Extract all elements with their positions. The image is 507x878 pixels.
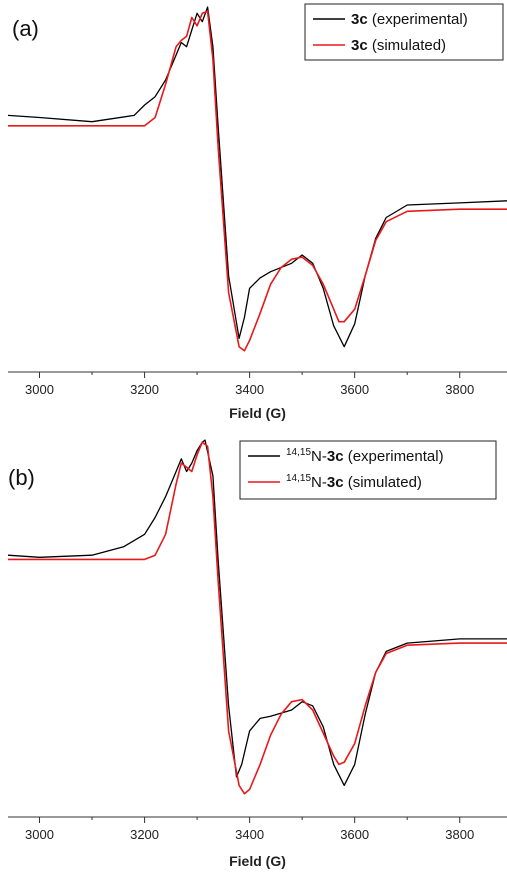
x-tick-label: 3600	[340, 382, 369, 397]
chart-panel-1: 3000 3200 3400 3600 3800 Field (G) (a) 3c (expe…	[7, 3, 507, 421]
legend: 3c (experimental) 3c (simulated)	[304, 3, 504, 61]
legend-entry-label: 14,15N-3c (experimental)	[286, 447, 444, 465]
x-tick-label: 3200	[130, 382, 159, 397]
legend-entry-label: 3c (experimental)	[351, 11, 468, 28]
x-tick-label: 3800	[445, 827, 474, 842]
x-tick-label: 3600	[340, 827, 369, 842]
legend: 14,15N-3c (experimental) 14,15N-3c (simul…	[239, 440, 497, 500]
panel-label: (a)	[12, 16, 39, 41]
x-axis-title: Field (G)	[229, 405, 286, 421]
x-tick-label: 3400	[235, 827, 264, 842]
x-tick-label: 3800	[445, 382, 474, 397]
series-line-experimental	[7, 6, 507, 348]
series-line-experimental	[7, 439, 507, 787]
legend-box	[239, 440, 497, 500]
x-tick-label: 3000	[25, 382, 54, 397]
x-tick-label: 3200	[130, 827, 159, 842]
legend-entry-label: 3c (simulated)	[351, 37, 446, 54]
panel-label: (b)	[8, 465, 35, 490]
chart-panel-2: 3000 3200 3400 3600 3800 Field (G) (b) 14,15N-3…	[7, 439, 507, 869]
legend-entry-label: 14,15N-3c (simulated)	[286, 473, 422, 491]
x-axis-title: Field (G)	[229, 853, 286, 869]
x-tick-label: 3400	[235, 382, 264, 397]
legend-box	[304, 3, 504, 61]
series-line-simulated	[8, 441, 507, 795]
x-tick-label: 3000	[25, 827, 54, 842]
series-line-simulated	[8, 10, 507, 352]
